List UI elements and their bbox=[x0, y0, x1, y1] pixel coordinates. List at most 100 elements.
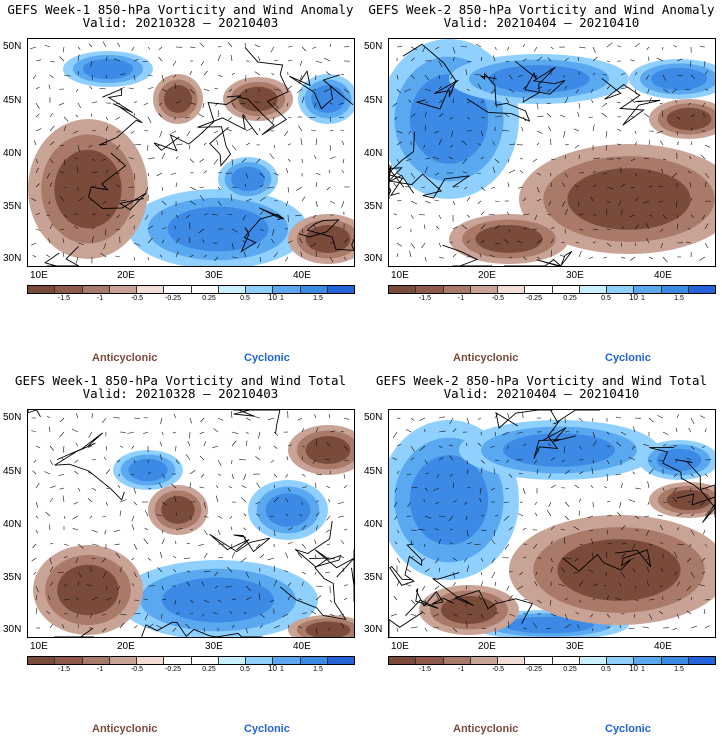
wind-arrow bbox=[186, 542, 191, 545]
legend-anticyclonic: Anticyclonic bbox=[92, 352, 158, 364]
wind-arrow bbox=[492, 141, 496, 146]
panel-week2-total: GEFS Week-2 850-hPa Vorticity and Wind T… bbox=[361, 371, 722, 742]
wind-arrow bbox=[450, 88, 454, 95]
wind-arrow bbox=[342, 158, 345, 164]
wind-arrow bbox=[87, 445, 93, 448]
wind-arrow bbox=[578, 250, 582, 258]
wind-arrow bbox=[75, 256, 79, 264]
wind-arrow bbox=[329, 200, 335, 204]
wind-arrow bbox=[536, 445, 539, 452]
wind-arrow bbox=[171, 483, 177, 489]
wind-arrow bbox=[658, 185, 664, 188]
wind-arrow bbox=[438, 445, 443, 449]
wind-arrow bbox=[273, 445, 278, 449]
colorbar-swatch bbox=[579, 657, 607, 664]
wind-arrow bbox=[119, 613, 127, 616]
lon-label: 30E bbox=[566, 270, 584, 281]
wind-arrow bbox=[147, 623, 154, 629]
wind-arrow bbox=[522, 599, 527, 601]
wind-arrow bbox=[642, 626, 650, 629]
wind-arrow bbox=[185, 214, 191, 219]
wind-arrow bbox=[522, 527, 527, 531]
wind-arrow bbox=[119, 445, 124, 448]
anticyclonic-region bbox=[305, 225, 351, 253]
wind-arrow bbox=[492, 166, 496, 174]
wind-arrow bbox=[490, 487, 496, 491]
wind-arrow bbox=[475, 43, 482, 48]
wind-arrow bbox=[158, 46, 163, 50]
wind-arrow bbox=[117, 42, 121, 48]
wind-arrow bbox=[91, 130, 96, 132]
wind-arrow bbox=[175, 100, 181, 104]
wind-arrow bbox=[91, 487, 97, 491]
wind-arrow bbox=[119, 622, 125, 629]
wind-arrow bbox=[659, 585, 664, 588]
wind-arrow bbox=[91, 185, 97, 188]
wind-arrow bbox=[560, 567, 566, 573]
wind-arrow bbox=[116, 214, 121, 218]
wind-arrow bbox=[203, 529, 208, 535]
wind-arrow bbox=[35, 529, 39, 534]
wind-arrow bbox=[245, 142, 250, 146]
wind-arrow bbox=[119, 73, 126, 76]
wind-arrow bbox=[91, 101, 98, 104]
wind-arrow bbox=[35, 501, 39, 508]
wind-arrow bbox=[438, 430, 446, 433]
wind-arrow bbox=[338, 515, 345, 518]
wind-arrow bbox=[35, 167, 39, 174]
wind-arrow bbox=[564, 613, 568, 621]
wind-arrow bbox=[490, 445, 496, 448]
wind-arrow bbox=[620, 72, 626, 76]
wind-arrow bbox=[508, 158, 510, 163]
wind-arrow bbox=[438, 538, 441, 545]
wind-arrow bbox=[699, 256, 706, 261]
wind-arrow bbox=[606, 242, 612, 247]
wind-arrow bbox=[198, 543, 205, 547]
wind-arrow bbox=[287, 240, 293, 244]
wind-arrow bbox=[657, 514, 664, 517]
colorbar-swatch bbox=[579, 286, 607, 293]
wind-arrow bbox=[131, 524, 135, 531]
wind-arrow bbox=[105, 228, 107, 236]
wind-arrow bbox=[616, 512, 622, 517]
wind-arrow bbox=[493, 529, 496, 537]
wind-arrow bbox=[59, 417, 65, 423]
wind-arrow bbox=[199, 431, 205, 435]
wind-arrow bbox=[231, 144, 237, 151]
colorbar-swatch bbox=[327, 657, 354, 664]
wind-arrow bbox=[704, 599, 711, 601]
wind-arrow bbox=[259, 553, 265, 559]
wind-arrow bbox=[449, 455, 454, 461]
wind-arrow bbox=[105, 585, 108, 590]
cyclonic-region bbox=[409, 74, 489, 164]
wind-arrow bbox=[434, 130, 440, 134]
colorbar-swatch bbox=[273, 286, 301, 293]
wind-arrow bbox=[558, 583, 566, 587]
colorbar-label: -0.5 bbox=[491, 666, 505, 673]
wind-arrow bbox=[245, 74, 247, 82]
wind-arrow bbox=[504, 543, 510, 550]
wind-arrow bbox=[217, 417, 224, 421]
wind-arrow bbox=[287, 527, 293, 531]
wind-arrow bbox=[563, 74, 566, 78]
wind-arrow bbox=[547, 88, 552, 93]
wind-arrow bbox=[46, 214, 51, 217]
wind-arrow bbox=[628, 456, 636, 461]
wind-arrow bbox=[493, 55, 496, 62]
wind-arrow bbox=[606, 208, 608, 216]
wind-arrow bbox=[115, 552, 121, 559]
wind-arrow bbox=[407, 501, 412, 508]
wind-arrow bbox=[315, 595, 322, 601]
wind-arrow bbox=[410, 540, 413, 545]
wind-arrow bbox=[231, 158, 233, 166]
wind-arrow bbox=[396, 470, 400, 475]
wind-arrow bbox=[91, 596, 98, 601]
wind-arrow bbox=[287, 582, 292, 587]
wind-arrow bbox=[301, 486, 307, 489]
wind-arrow bbox=[91, 213, 96, 216]
wind-arrow bbox=[273, 144, 276, 149]
colorbar-label: -1.5 bbox=[418, 666, 432, 673]
wind-arrow bbox=[255, 501, 261, 505]
wind-arrow bbox=[405, 583, 412, 587]
wind-arrow bbox=[312, 214, 317, 219]
